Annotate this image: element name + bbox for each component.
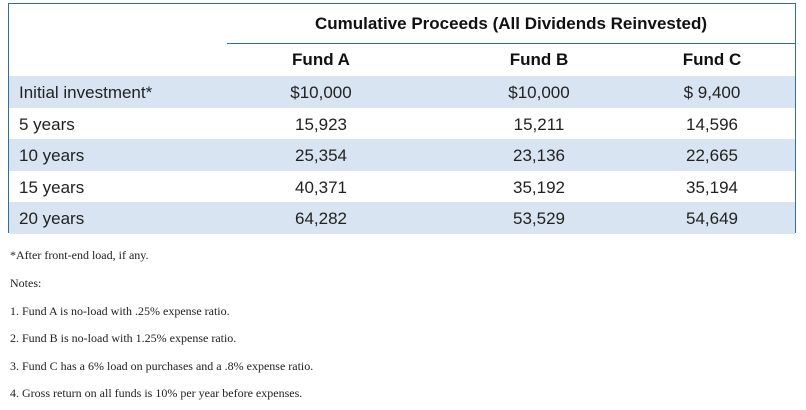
column-header-fund-a: Fund A (292, 50, 350, 69)
note-item: 3. Fund C has a 6% load on purchases and… (10, 359, 314, 373)
row-label: 5 years (19, 115, 75, 134)
note-item: 1. Fund A is no-load with .25% expense r… (10, 304, 230, 318)
fund-b-value: 15,211 (513, 115, 565, 134)
fund-c-value: 54,649 (686, 209, 738, 228)
column-header-fund-c: Fund C (682, 50, 742, 69)
proceeds-table: Cumulative Proceeds (All Dividends Reinv… (8, 3, 796, 234)
table-row: 5 years 15,923 15,211 14,596 (9, 108, 795, 140)
column-header-fund-b: Fund B (509, 50, 569, 69)
fund-b-value: 35,192 (513, 178, 565, 197)
row-label: 10 years (19, 146, 85, 165)
fund-a-value: 15,923 (295, 115, 347, 134)
row-label: Initial investment* (19, 83, 153, 102)
table-row: 10 years 25,354 23,136 22,665 (9, 139, 795, 171)
fund-c-value: 35,194 (686, 178, 738, 197)
note-item: 2. Fund B is no-load with 1.25% expense … (10, 331, 237, 345)
fund-c-value: $ 9,400 (683, 83, 741, 102)
fund-c-value: 22,665 (686, 146, 738, 165)
fund-c-value: 14,596 (686, 115, 738, 134)
header-divider (227, 43, 795, 44)
fund-a-value: $10,000 (290, 83, 352, 102)
note-item: 4. Gross return on all funds is 10% per … (10, 386, 303, 400)
table-row: 15 years 40,371 35,192 35,194 (9, 171, 795, 203)
fund-a-value: 25,354 (295, 146, 347, 165)
fund-b-value: $10,000 (508, 83, 570, 102)
fund-b-value: 23,136 (513, 146, 565, 165)
footnote: *After front-end load, if any. (10, 248, 149, 262)
notes-heading: Notes: (10, 276, 42, 290)
table-row: 20 years 64,282 53,529 54,649 (9, 202, 795, 234)
fund-b-value: 53,529 (513, 209, 565, 228)
table-title: Cumulative Proceeds (All Dividends Reinv… (314, 14, 708, 33)
row-label: 15 years (19, 178, 85, 197)
fund-a-value: 64,282 (295, 209, 347, 228)
row-label: 20 years (19, 209, 85, 228)
fund-a-value: 40,371 (295, 178, 347, 197)
table-row: Initial investment* $10,000 $10,000 $ 9,… (9, 76, 795, 108)
